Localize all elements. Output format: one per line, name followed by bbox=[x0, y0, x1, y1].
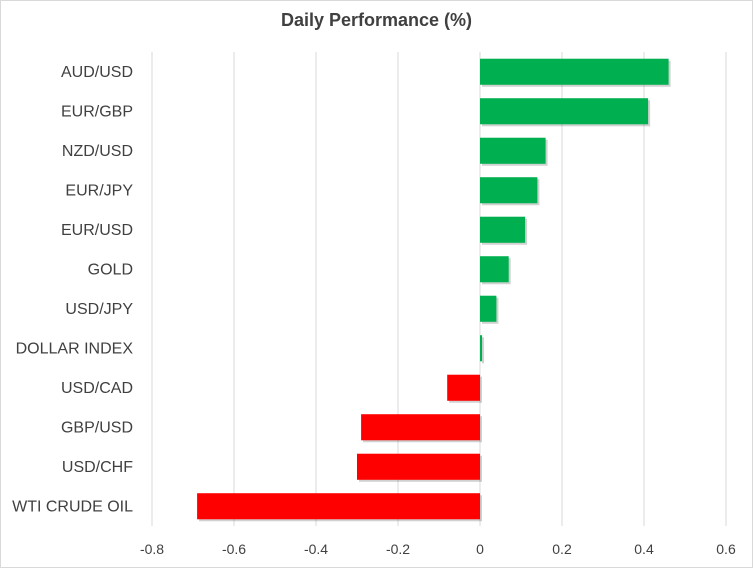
bar bbox=[480, 58, 669, 85]
x-tick-label: -0.6 bbox=[222, 541, 246, 557]
bar-shadow bbox=[482, 337, 485, 364]
bar bbox=[197, 493, 480, 520]
category-label: USD/JPY bbox=[65, 301, 133, 318]
category-label: USD/CAD bbox=[61, 380, 133, 397]
x-tick-label: -0.8 bbox=[140, 541, 164, 557]
category-label: AUD/USD bbox=[61, 64, 133, 81]
x-tick-label: -0.2 bbox=[386, 541, 410, 557]
x-axis-tick-labels: -0.8 -0.6 -0.4 -0.2 0 0.2 0.4 0.6 bbox=[140, 541, 736, 557]
bar bbox=[480, 216, 526, 243]
category-label: USD/CHF bbox=[62, 459, 133, 476]
bar bbox=[480, 98, 649, 125]
x-tick-label: 0.2 bbox=[552, 541, 572, 557]
bar bbox=[480, 137, 546, 164]
category-label: NZD/USD bbox=[62, 143, 133, 160]
bars bbox=[197, 58, 671, 522]
x-tick-label: 0.6 bbox=[716, 541, 736, 557]
category-label: EUR/JPY bbox=[65, 182, 133, 199]
bar bbox=[480, 295, 497, 322]
bar bbox=[480, 335, 483, 362]
bar bbox=[361, 414, 480, 441]
category-label: GOLD bbox=[88, 261, 133, 278]
category-label: EUR/USD bbox=[61, 222, 133, 239]
category-labels: AUD/USD EUR/GBP NZD/USD EUR/JPY EUR/USD GOLD U… bbox=[12, 64, 133, 516]
category-label: GBP/USD bbox=[61, 419, 133, 436]
bar bbox=[480, 256, 509, 283]
bar bbox=[480, 177, 538, 204]
x-tick-label: 0.4 bbox=[634, 541, 654, 557]
chart-title: Daily Performance (%) bbox=[280, 10, 473, 30]
category-label: WTI CRUDE OIL bbox=[12, 498, 133, 515]
bar bbox=[357, 453, 480, 480]
category-label: DOLLAR INDEX bbox=[16, 340, 134, 357]
bar bbox=[447, 374, 480, 401]
x-tick-label: 0 bbox=[476, 541, 484, 557]
category-label: EUR/GBP bbox=[61, 103, 133, 120]
gridlines bbox=[151, 52, 727, 526]
x-tick-label: -0.4 bbox=[304, 541, 328, 557]
